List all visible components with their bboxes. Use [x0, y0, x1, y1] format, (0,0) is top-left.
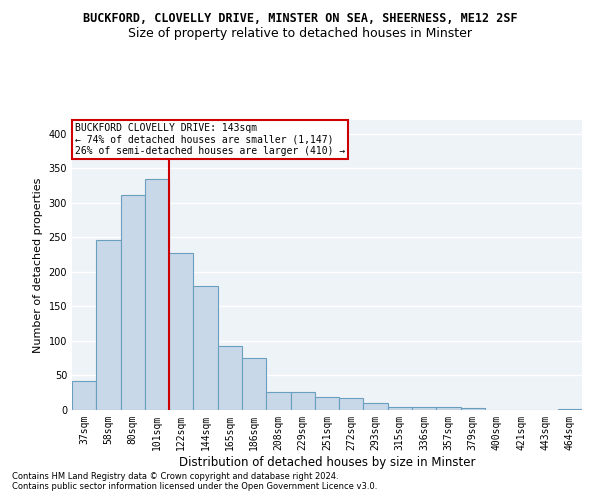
Text: Contains HM Land Registry data © Crown copyright and database right 2024.: Contains HM Land Registry data © Crown c…: [12, 472, 338, 481]
Bar: [339, 398, 364, 410]
Bar: [461, 408, 485, 410]
Bar: [315, 397, 339, 410]
Bar: [193, 286, 218, 410]
Bar: [266, 392, 290, 410]
Bar: [290, 392, 315, 410]
Bar: [72, 381, 96, 410]
Bar: [242, 358, 266, 410]
Y-axis label: Number of detached properties: Number of detached properties: [33, 178, 43, 352]
X-axis label: Distribution of detached houses by size in Minster: Distribution of detached houses by size …: [179, 456, 475, 468]
Bar: [96, 240, 121, 410]
Text: BUCKFORD CLOVELLY DRIVE: 143sqm
← 74% of detached houses are smaller (1,147)
26%: BUCKFORD CLOVELLY DRIVE: 143sqm ← 74% of…: [74, 123, 345, 156]
Text: Size of property relative to detached houses in Minster: Size of property relative to detached ho…: [128, 28, 472, 40]
Bar: [436, 407, 461, 410]
Text: BUCKFORD, CLOVELLY DRIVE, MINSTER ON SEA, SHEERNESS, ME12 2SF: BUCKFORD, CLOVELLY DRIVE, MINSTER ON SEA…: [83, 12, 517, 26]
Bar: [388, 407, 412, 410]
Bar: [145, 178, 169, 410]
Text: Contains public sector information licensed under the Open Government Licence v3: Contains public sector information licen…: [12, 482, 377, 491]
Bar: [218, 346, 242, 410]
Bar: [412, 406, 436, 410]
Bar: [558, 408, 582, 410]
Bar: [169, 254, 193, 410]
Bar: [121, 194, 145, 410]
Bar: [364, 403, 388, 410]
